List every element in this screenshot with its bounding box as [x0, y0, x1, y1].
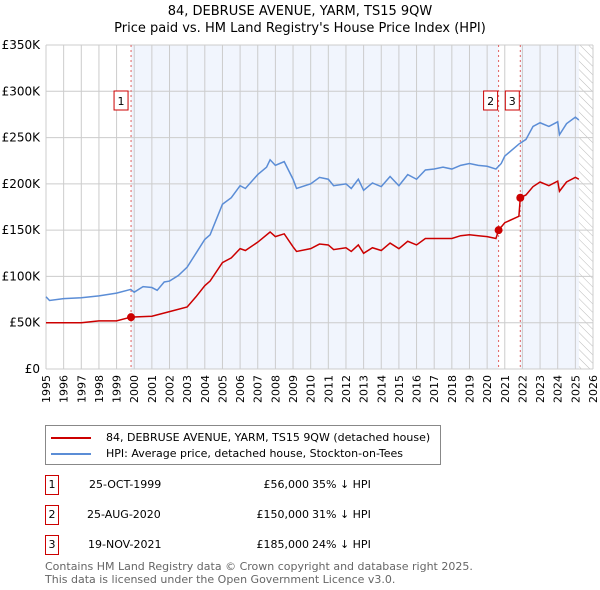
x-tick-label: 2025: [569, 375, 582, 403]
x-tick-label: 1995: [40, 375, 53, 403]
sale-number: 2: [45, 505, 59, 525]
y-tick-label: £150K: [2, 223, 42, 237]
sale-row: 3 19-NOV-2021 £185,000 24% ↓ HPI: [45, 535, 465, 555]
x-tick-label: 2007: [252, 375, 265, 403]
y-tick-label: £200K: [2, 177, 42, 191]
sale-point: [494, 226, 503, 235]
y-tick-label: £100K: [2, 269, 42, 283]
sale-hpi-diff: 31% ↓ HPI: [312, 508, 371, 521]
y-tick-label: £250K: [2, 131, 42, 145]
x-tick-label: 2017: [428, 375, 441, 403]
sale-hpi-diff: 24% ↓ HPI: [312, 538, 371, 551]
legend-label-hpi: HPI: Average price, detached house, Stoc…: [106, 447, 404, 460]
sale-label-box: [113, 90, 129, 111]
sale-point: [127, 313, 136, 322]
x-tick-label: 2019: [463, 375, 476, 403]
y-tick-label: £350K: [2, 38, 42, 52]
x-tick-label: 2015: [393, 375, 406, 403]
x-tick-label: 2022: [516, 375, 529, 403]
legend: 84, DEBRUSE AVENUE, YARM, TS15 9QW (deta…: [45, 425, 442, 465]
y-tick-label: £0: [25, 362, 40, 376]
price-chart: 1995 1996 1997 1998 1999 2000 2001 2002 2003 2004…: [2, 38, 600, 403]
sale-hpi-diff: 35% ↓ HPI: [312, 478, 371, 491]
x-tick-label: 2012: [340, 375, 353, 403]
forecast-hatch: [578, 45, 593, 369]
chart-title: 84, DEBRUSE AVENUE, YARM, TS15 9QW: [167, 4, 433, 19]
x-tick-label: 2004: [199, 375, 212, 403]
x-tick-label: 2002: [164, 375, 177, 403]
sale-number: 3: [45, 535, 59, 555]
legend-swatch-property: [51, 437, 91, 439]
x-tick-label: 2006: [234, 375, 247, 403]
sale-label: 1: [118, 95, 125, 108]
sale-label-box: [504, 90, 520, 111]
footer-copyright: Contains HM Land Registry data © Crown c…: [45, 560, 473, 573]
sale-date: 19-NOV-2021: [88, 538, 162, 551]
x-tick-label: 2021: [499, 375, 512, 403]
x-tick-label: 2020: [481, 375, 494, 403]
x-tick-label: 1999: [111, 375, 124, 403]
x-tick-label: 2003: [181, 375, 194, 403]
x-tick-label: 2018: [446, 375, 459, 403]
sale-price: £185,000: [256, 538, 310, 551]
x-tick-label: 2016: [411, 375, 424, 403]
sale-date: 25-OCT-1999: [89, 478, 162, 491]
x-tick-label: 2013: [358, 375, 371, 403]
sale-price: £56,000: [263, 478, 310, 491]
footer-licence: This data is licensed under the Open Gov…: [45, 573, 396, 586]
sale-row: 2 25-AUG-2020 £150,000 31% ↓ HPI: [45, 505, 465, 525]
sale-label: 2: [487, 95, 494, 108]
chart-subtitle: Price paid vs. HM Land Registry's House …: [114, 21, 486, 36]
x-tick-label: 2023: [534, 375, 547, 403]
x-tick-label: 1997: [75, 375, 88, 403]
legend-label-property: 84, DEBRUSE AVENUE, YARM, TS15 9QW (deta…: [106, 431, 431, 444]
shaded-period: [520, 45, 579, 369]
sale-label: 3: [509, 95, 516, 108]
y-tick-label: £50K: [9, 316, 41, 330]
sale-date: 25-AUG-2020: [87, 508, 161, 521]
legend-item-hpi: HPI: Average price, detached house, Stoc…: [51, 446, 430, 461]
x-tick-label: 2010: [305, 375, 318, 403]
legend-item-property: 84, DEBRUSE AVENUE, YARM, TS15 9QW (deta…: [51, 430, 431, 445]
sale-label-box: [483, 90, 499, 111]
x-tick-label: 2000: [128, 375, 141, 403]
sale-row: 1 25-OCT-1999 £56,000 35% ↓ HPI: [45, 475, 465, 495]
sale-point: [516, 193, 525, 202]
x-tick-label: 2024: [552, 375, 565, 403]
x-tick-label: 2026: [587, 375, 600, 403]
hpi-line: [45, 116, 580, 302]
x-tick-label: 1996: [58, 375, 71, 403]
x-tick-label: 2005: [216, 375, 229, 403]
price-paid-line: [46, 176, 580, 324]
sale-price: £150,000: [256, 508, 310, 521]
sale-number: 1: [45, 475, 59, 495]
shaded-period: [131, 45, 499, 369]
legend-swatch-hpi: [51, 453, 91, 455]
x-tick-label: 2011: [322, 375, 335, 403]
x-tick-label: 2014: [375, 375, 388, 403]
x-tick-label: 1998: [93, 375, 106, 403]
x-tick-label: 2009: [287, 375, 300, 403]
x-tick-label: 2001: [146, 375, 159, 403]
x-tick-label: 2008: [269, 375, 282, 403]
y-tick-label: £300K: [2, 84, 42, 98]
